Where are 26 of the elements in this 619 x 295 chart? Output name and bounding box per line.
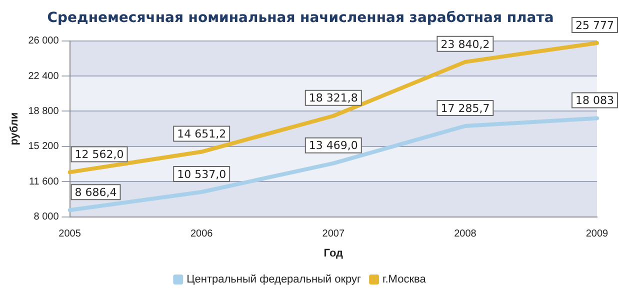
legend-label: г.Москва bbox=[382, 274, 427, 286]
y-tick-label: 18 800 bbox=[28, 106, 60, 117]
data-label: 25 777 bbox=[576, 18, 614, 32]
data-label: 12 562,0 bbox=[74, 148, 124, 162]
y-tick-label: 26 000 bbox=[28, 36, 60, 47]
x-tick-label: 2005 bbox=[58, 228, 82, 240]
data-label: 13 469,0 bbox=[308, 139, 358, 152]
data-label: 17 285,7 bbox=[440, 102, 490, 115]
x-tick-label: 2007 bbox=[322, 228, 345, 240]
data-label: 8 686,4 bbox=[74, 186, 117, 199]
data-label: 23 840,2 bbox=[440, 38, 490, 51]
y-tick-label: 8 000 bbox=[34, 212, 60, 223]
data-label: 18 321,8 bbox=[308, 92, 358, 105]
x-tick-label: 2006 bbox=[190, 228, 214, 240]
data-label: 14 651,2 bbox=[177, 128, 226, 141]
y-axis-title: рубли bbox=[8, 112, 21, 146]
legend-label: Центральный федеральный округ bbox=[186, 274, 362, 286]
data-label: 18 083 bbox=[576, 94, 614, 108]
data-label: 10 537,0 bbox=[177, 168, 226, 181]
x-tick-label: 2008 bbox=[454, 228, 477, 240]
y-tick-label: 11 600 bbox=[28, 176, 60, 188]
y-tick-label: 22 400 bbox=[28, 70, 60, 82]
chart-title: Среднемесячная номинальная начисленная заработная плата bbox=[47, 10, 554, 26]
x-tick-label: 2009 bbox=[586, 228, 609, 240]
x-axis-title: Год bbox=[324, 247, 344, 260]
y-tick-label: 15 200 bbox=[28, 141, 60, 152]
